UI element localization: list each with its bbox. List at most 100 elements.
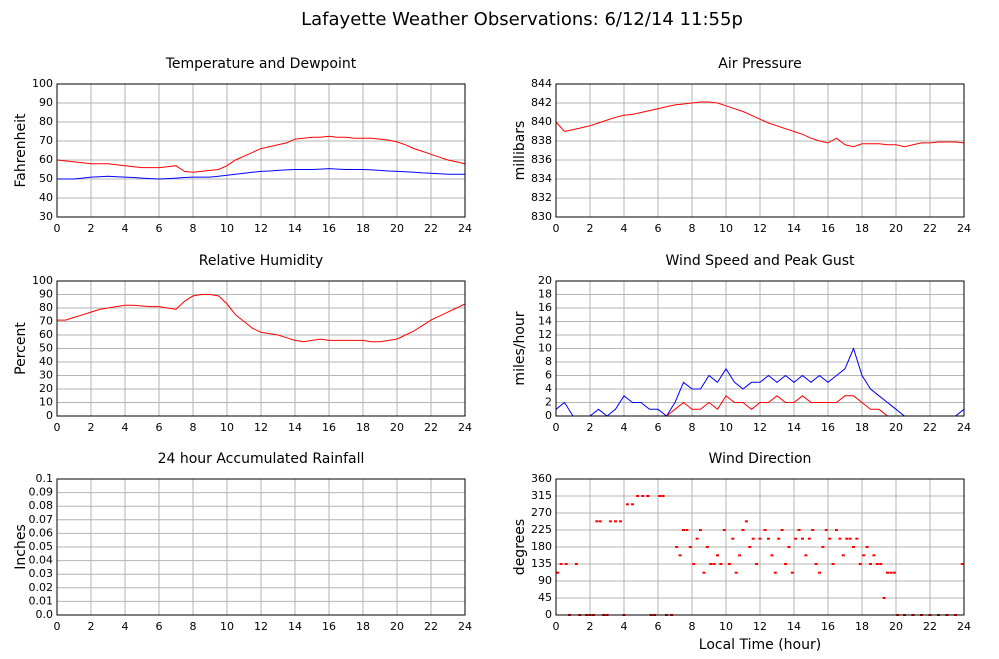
y-tick-label: 0.07 bbox=[29, 513, 54, 526]
data-point bbox=[831, 563, 835, 565]
data-point bbox=[811, 529, 815, 531]
x-tick-label: 12 bbox=[753, 222, 767, 235]
data-point bbox=[790, 571, 794, 574]
data-point bbox=[797, 529, 801, 531]
data-line bbox=[57, 294, 466, 343]
y-tick-label: 80 bbox=[39, 301, 53, 314]
panel-title: Wind Speed and Peak Gust bbox=[666, 253, 855, 269]
data-point bbox=[631, 503, 634, 506]
x-tick-label: 0 bbox=[553, 620, 560, 633]
x-tick-label: 6 bbox=[655, 421, 662, 434]
data-point bbox=[748, 546, 752, 548]
data-line bbox=[56, 135, 466, 173]
data-point bbox=[658, 495, 662, 497]
y-tick-label: 30 bbox=[39, 369, 53, 382]
data-point bbox=[858, 563, 862, 565]
x-tick-label: 6 bbox=[655, 222, 662, 235]
y-tick-label: 836 bbox=[531, 153, 552, 166]
x-tick-label: 0 bbox=[54, 421, 61, 434]
plot-frame bbox=[56, 478, 466, 616]
y-tick-label: 60 bbox=[39, 153, 53, 166]
data-point bbox=[678, 554, 682, 557]
panel-title: 24 hour Accumulated Rainfall bbox=[158, 451, 365, 467]
y-tick-label: 180 bbox=[531, 540, 552, 553]
data-point bbox=[807, 537, 811, 540]
data-point bbox=[688, 546, 692, 548]
y-tick-label: 12 bbox=[538, 328, 552, 341]
y-tick-label: 20 bbox=[39, 382, 53, 395]
x-tick-label: 4 bbox=[621, 421, 628, 434]
plot-frame bbox=[555, 280, 965, 417]
x-tick-label: 16 bbox=[322, 421, 336, 434]
y-tick-label: 0 bbox=[46, 409, 53, 422]
y-tick-label: 0.1 bbox=[36, 472, 54, 485]
x-tick-label: 10 bbox=[719, 222, 733, 235]
data-point bbox=[559, 563, 563, 565]
y-tick-label: 842 bbox=[531, 96, 552, 109]
x-tick-label: 20 bbox=[390, 421, 404, 434]
x-tick-label: 24 bbox=[458, 620, 472, 633]
y-tick-label: 0.04 bbox=[29, 554, 54, 567]
data-point bbox=[685, 529, 689, 531]
y-axis-label: Percent bbox=[13, 322, 29, 375]
x-tick-label: 0 bbox=[54, 620, 61, 633]
data-point bbox=[636, 495, 640, 497]
x-tick-label: 16 bbox=[322, 620, 336, 633]
x-tick-label: 0 bbox=[553, 421, 560, 434]
y-tick-label: 2 bbox=[545, 396, 552, 409]
data-point bbox=[763, 529, 767, 531]
data-point bbox=[614, 520, 617, 523]
data-point bbox=[661, 495, 665, 497]
y-tick-label: 90 bbox=[538, 574, 552, 587]
x-tick-label: 16 bbox=[821, 421, 835, 434]
x-tick-label: 12 bbox=[254, 620, 268, 633]
data-point bbox=[882, 597, 886, 599]
y-tick-label: 0.09 bbox=[29, 486, 54, 499]
data-point bbox=[722, 529, 726, 531]
data-point bbox=[889, 571, 893, 574]
x-tick-label: 14 bbox=[787, 421, 801, 434]
y-tick-label: 4 bbox=[545, 382, 552, 395]
x-tick-label: 22 bbox=[424, 222, 438, 235]
plot-frame bbox=[555, 478, 965, 616]
data-point bbox=[770, 554, 774, 557]
data-point bbox=[784, 563, 787, 565]
data-point bbox=[574, 563, 578, 565]
data-point bbox=[608, 520, 612, 523]
data-point bbox=[695, 537, 699, 540]
x-tick-label: 4 bbox=[122, 620, 129, 633]
y-tick-label: 60 bbox=[39, 328, 53, 341]
x-tick-label: 10 bbox=[220, 421, 234, 434]
y-tick-label: 830 bbox=[531, 210, 552, 223]
data-point bbox=[712, 563, 716, 565]
data-point bbox=[646, 495, 650, 497]
y-tick-label: 70 bbox=[39, 134, 53, 147]
data-line bbox=[57, 168, 465, 180]
x-tick-label: 18 bbox=[855, 222, 869, 235]
y-tick-label: 90 bbox=[39, 288, 53, 301]
x-tick-label: 18 bbox=[356, 222, 370, 235]
data-point bbox=[804, 554, 808, 557]
x-tick-label: 10 bbox=[719, 620, 733, 633]
x-tick-label: 2 bbox=[587, 620, 594, 633]
x-tick-label: 18 bbox=[855, 620, 869, 633]
x-tick-label: 4 bbox=[122, 222, 129, 235]
x-tick-label: 22 bbox=[923, 620, 937, 633]
y-tick-label: 8 bbox=[545, 355, 552, 368]
x-tick-label: 18 bbox=[855, 421, 869, 434]
y-tick-label: 0.01 bbox=[29, 594, 54, 607]
y-tick-label: 100 bbox=[32, 274, 53, 287]
y-axis-label: miles/hour bbox=[512, 311, 528, 385]
data-line bbox=[555, 101, 965, 148]
y-tick-label: 50 bbox=[39, 172, 53, 185]
data-point bbox=[841, 554, 845, 557]
x-tick-label: 4 bbox=[621, 222, 628, 235]
y-axis-label: Fahrenheit bbox=[13, 113, 29, 188]
x-tick-label: 16 bbox=[821, 222, 835, 235]
data-point bbox=[598, 520, 602, 523]
data-point bbox=[838, 537, 842, 540]
data-point bbox=[744, 520, 748, 523]
data-line bbox=[555, 347, 965, 417]
plot-frame bbox=[555, 83, 965, 218]
